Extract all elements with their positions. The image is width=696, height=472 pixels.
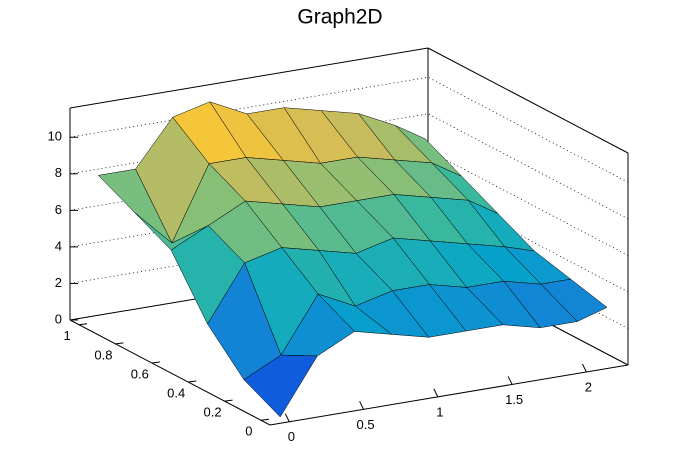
- y-tick-label: 1: [63, 328, 70, 343]
- x-tick: [284, 413, 290, 422]
- y-tick: [115, 342, 124, 345]
- box-edge: [427, 47, 629, 154]
- x-tick: [433, 388, 439, 398]
- y-tick-label: 0.2: [204, 405, 222, 420]
- y-tick: [151, 361, 160, 364]
- chart-title: Graph2D: [297, 6, 382, 29]
- y-tick-label: 0.4: [167, 385, 185, 400]
- z-tick-label: 2: [55, 275, 62, 290]
- y-tick: [79, 323, 88, 326]
- y-tick-label: 0: [245, 424, 252, 439]
- x-tick-label: 1.5: [505, 392, 523, 407]
- z-tick-label: 10: [48, 129, 62, 144]
- z-tick-label: 0: [55, 311, 62, 326]
- x-tick: [581, 363, 587, 373]
- z-tick-label: 8: [55, 165, 62, 180]
- x-tick-label: 1: [436, 404, 443, 419]
- y-axis: [69, 319, 271, 426]
- x-axis: [269, 364, 629, 426]
- x-tick-label: 0.5: [357, 417, 375, 432]
- y-tick-label: 0.8: [94, 347, 112, 362]
- x-tick-label: 2: [585, 379, 592, 394]
- z-tick-label: 6: [55, 202, 62, 217]
- y-tick: [224, 399, 233, 402]
- x-tick-label: 0: [288, 429, 295, 444]
- y-tick: [188, 380, 197, 383]
- y-tick-label: 0.6: [131, 366, 149, 381]
- z-tick-label: 4: [55, 238, 62, 253]
- x-tick: [507, 376, 513, 385]
- surface-cell: [243, 354, 318, 418]
- x-tick: [359, 401, 365, 410]
- y-tick: [260, 418, 269, 421]
- grid-line: [69, 259, 629, 366]
- box-edge: [69, 47, 429, 109]
